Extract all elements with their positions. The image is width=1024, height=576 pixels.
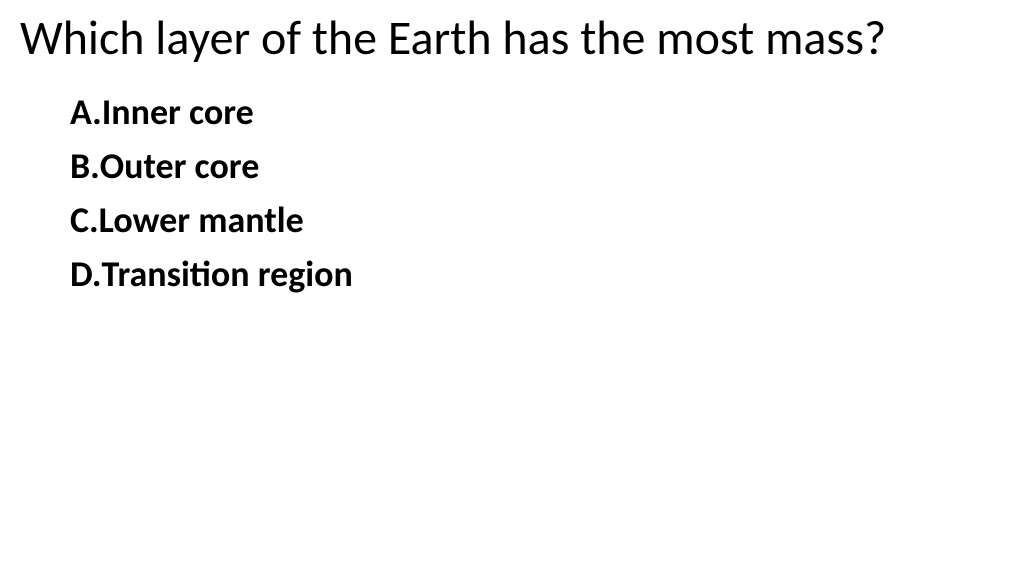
option-text: Transition region bbox=[102, 247, 353, 301]
option-text: Lower mantle bbox=[99, 193, 304, 247]
question-text: Which layer of the Earth has the most ma… bbox=[0, 0, 1024, 65]
option-letter: C. bbox=[70, 193, 99, 247]
option-letter: B. bbox=[70, 139, 100, 193]
option-a: A.Inner core bbox=[70, 85, 1024, 139]
option-b: B.Outer core bbox=[70, 139, 1024, 193]
option-d: D.Transition region bbox=[70, 247, 1024, 301]
options-list: A.Inner core B.Outer core C.Lower mantle… bbox=[0, 65, 1024, 301]
option-c: C.Lower mantle bbox=[70, 193, 1024, 247]
option-letter: D. bbox=[70, 247, 102, 301]
option-letter: A. bbox=[70, 85, 102, 139]
option-text: Inner core bbox=[102, 85, 254, 139]
option-text: Outer core bbox=[100, 139, 260, 193]
